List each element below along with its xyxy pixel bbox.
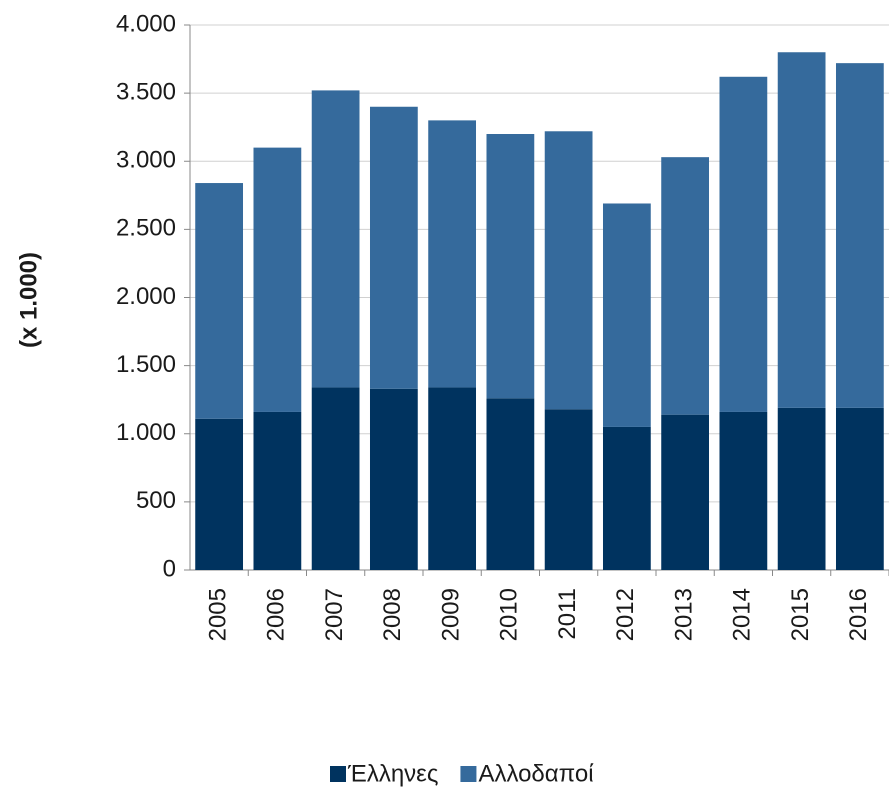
bar-segment — [253, 411, 302, 570]
bar-segment — [544, 409, 593, 570]
x-tick-label: 2005 — [204, 588, 231, 641]
bar-segment — [486, 134, 535, 399]
y-tick-label: 1.000 — [116, 419, 176, 446]
x-tick-label: 2012 — [612, 588, 639, 641]
bar-segment — [195, 418, 244, 570]
bar-segment — [661, 157, 710, 415]
x-tick-label: 2008 — [379, 588, 406, 641]
bar-segment — [428, 120, 477, 388]
bar-segment — [602, 203, 651, 427]
bar-segment — [369, 106, 418, 389]
y-tick-label: 2.000 — [116, 283, 176, 310]
legend-swatch — [460, 766, 477, 782]
x-tick-label: 2006 — [263, 588, 290, 641]
bar-segment — [311, 387, 360, 570]
y-tick-label: 3.500 — [116, 78, 176, 105]
bar-segment — [777, 52, 826, 408]
y-tick-label: 1.500 — [116, 351, 176, 378]
y-tick-label: 0 — [163, 555, 176, 582]
x-tick-label: 2010 — [496, 588, 523, 641]
bar-segment — [602, 426, 651, 570]
bar-segment — [719, 411, 768, 570]
bar-segment — [835, 407, 884, 570]
bar-segment — [369, 388, 418, 570]
bar-segment — [661, 414, 710, 570]
legend-label: Έλληνες — [347, 760, 438, 787]
x-tick-label: 2014 — [729, 588, 756, 641]
bar-segment — [835, 63, 884, 408]
x-tick-label: 2015 — [787, 588, 814, 641]
legend-swatch — [330, 766, 346, 782]
x-tick-label: 2007 — [321, 588, 348, 641]
bar-segment — [777, 407, 826, 570]
y-tick-label: 3.000 — [116, 147, 176, 174]
bar-segment — [253, 147, 302, 412]
bar-segment — [486, 398, 535, 570]
y-axis-label: (x 1.000) — [15, 252, 42, 348]
legend-label: Αλλοδαποί — [478, 760, 594, 787]
x-tick-label: 2013 — [670, 588, 697, 641]
x-tick-label: 2009 — [437, 588, 464, 641]
bar-segment — [719, 76, 768, 412]
x-tick-label: 2016 — [845, 588, 872, 641]
y-tick-label: 500 — [136, 487, 176, 514]
y-tick-label: 4.000 — [116, 10, 176, 37]
x-tick-label: 2011 — [554, 588, 581, 640]
bar-segment — [544, 131, 593, 410]
y-tick-label: 2.500 — [116, 215, 176, 242]
bar-segment — [311, 90, 360, 388]
bar-segment — [428, 387, 477, 570]
bar-segment — [195, 183, 244, 419]
